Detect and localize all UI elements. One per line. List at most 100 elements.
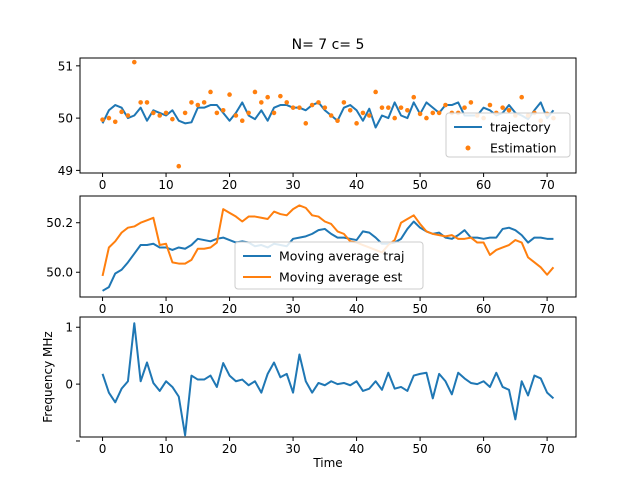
estimation-point <box>360 110 366 116</box>
estimation-point <box>468 100 474 105</box>
estimation-point <box>112 119 118 125</box>
estimation-point <box>309 102 315 108</box>
estimation-point <box>411 94 417 100</box>
estimation-point <box>100 117 105 122</box>
x-tick-label: 20 <box>222 178 237 192</box>
estimation-point <box>252 89 258 95</box>
panel-bottom-frequency: 0 10 20 30 40 50 60 70 0 1 Time Frequency MHz <box>41 316 577 470</box>
estimation-point <box>195 102 201 108</box>
estimation-point <box>506 107 512 113</box>
estimation-point <box>424 115 429 121</box>
x-tick-label: 30 <box>285 302 300 316</box>
estimation-point <box>487 102 493 108</box>
x-tick-label: 50 <box>412 442 427 456</box>
panel-middle-moving-average: 0 10 20 30 40 50 60 70 50.0 50.2 Moving average tr… <box>46 195 577 316</box>
estimation-point <box>239 118 245 124</box>
series-line-frequency <box>101 322 555 437</box>
y-tick-label: 0 <box>65 378 73 392</box>
x-tick-label: 10 <box>158 178 173 192</box>
legend-label: trajectory <box>490 120 551 135</box>
estimation-point <box>303 121 309 126</box>
estimation-point <box>278 93 283 99</box>
x-tick-label: 30 <box>285 442 300 456</box>
y-tick-label: 51 <box>58 59 73 73</box>
estimation-point <box>246 110 251 116</box>
series-line-moving-average-est <box>101 204 555 277</box>
estimation-point <box>328 113 334 118</box>
y-tick-label: 50.0 <box>46 266 73 280</box>
axes-frame <box>79 316 577 438</box>
x-tick-label: 10 <box>158 442 173 456</box>
estimation-point <box>436 110 442 116</box>
x-tick-label: 10 <box>158 302 173 316</box>
axes-frame <box>79 195 577 298</box>
estimation-point <box>341 100 347 105</box>
estimation-point <box>297 105 302 110</box>
estimation-point <box>366 113 372 118</box>
estimation-point <box>519 94 524 100</box>
estimation-point <box>157 113 162 118</box>
x-axis-label: Time <box>312 456 342 470</box>
x-tick-label: 70 <box>539 302 554 316</box>
estimation-point <box>271 110 277 116</box>
estimation-point <box>201 100 207 105</box>
estimation-point <box>138 100 143 105</box>
estimation-point <box>284 100 290 105</box>
estimation-point <box>417 111 423 117</box>
x-tick-label: 50 <box>412 302 427 316</box>
estimation-point <box>405 107 410 113</box>
estimation-point <box>220 107 226 113</box>
x-tick-label: 70 <box>539 442 554 456</box>
x-tick-label: 20 <box>222 442 237 456</box>
estimation-point <box>170 116 175 122</box>
legend-label: Moving average est <box>279 270 402 285</box>
estimation-point <box>259 100 264 105</box>
x-tick-label: 20 <box>222 302 237 316</box>
estimation-point <box>106 115 112 121</box>
estimation-point <box>386 105 391 110</box>
estimation-point <box>233 113 239 118</box>
x-tick-label: 0 <box>99 302 107 316</box>
legend-swatch-marker <box>465 145 471 151</box>
estimation-point <box>151 110 156 116</box>
legend: trajectory Estimation <box>445 112 571 158</box>
estimation-point <box>392 115 397 121</box>
axes-frame <box>79 57 577 174</box>
legend-label: Moving average traj <box>279 249 404 264</box>
estimation-point <box>322 105 328 110</box>
x-tick-label: 60 <box>476 442 491 456</box>
estimation-point <box>316 100 321 105</box>
estimation-point <box>144 100 150 105</box>
y-tick-label: 50 <box>58 112 73 126</box>
x-tick-label: 70 <box>539 178 554 192</box>
estimation-point <box>132 59 137 65</box>
estimation-point <box>290 105 296 110</box>
y-tick-label: 49 <box>58 164 73 178</box>
estimation-point <box>182 110 188 116</box>
estimation-point <box>214 110 220 116</box>
chart-title: N= 7 c= 5 <box>292 37 365 53</box>
x-tick-label: 50 <box>412 178 427 192</box>
x-tick-label: 30 <box>285 178 300 192</box>
y-tick-label: 1 <box>65 321 73 335</box>
estimation-point <box>430 110 436 116</box>
x-tick-label: 0 <box>99 442 107 456</box>
legend-box <box>234 241 424 290</box>
panel-top-trajectory-estimation: 0 10 20 30 40 50 60 70 49 50 51 trajectory Estimatio… <box>58 57 577 192</box>
estimation-point <box>125 113 131 118</box>
estimation-point <box>208 89 213 95</box>
x-tick-label: 60 <box>476 178 491 192</box>
x-tick-label: 40 <box>349 442 364 456</box>
estimation-point <box>443 102 448 108</box>
estimation-point <box>462 105 467 110</box>
estimation-point <box>347 107 353 113</box>
legend-box <box>445 112 571 158</box>
estimation-point <box>373 89 378 95</box>
estimation-point <box>379 105 385 110</box>
y-tick-label: 50.2 <box>46 216 73 230</box>
estimation-point <box>119 109 124 115</box>
estimation-point <box>335 118 340 124</box>
x-tick-label: 60 <box>476 302 491 316</box>
estimation-point <box>163 110 169 116</box>
